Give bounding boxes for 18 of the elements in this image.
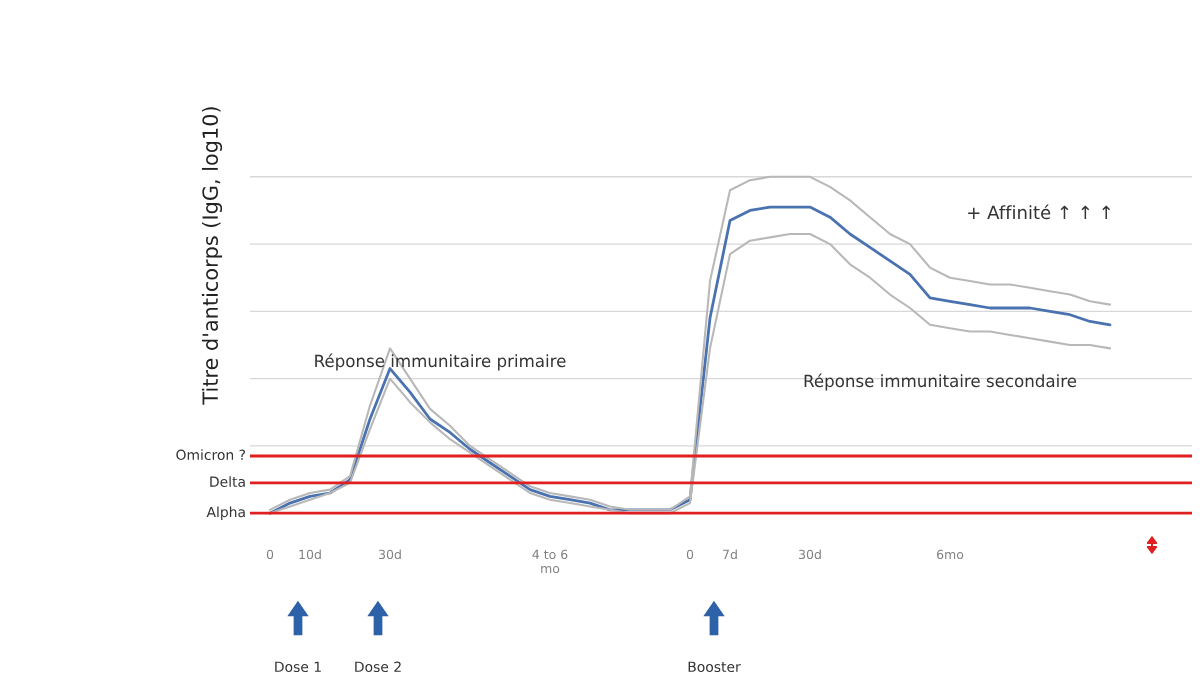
ref-line-label: Delta	[210, 476, 245, 487]
x-tick-label: 0	[686, 549, 694, 560]
ref-line-label: Omicron ?	[176, 449, 246, 461]
x-tick-label: 0	[266, 549, 274, 560]
annotation: + Affinité ↑ ↑ ↑	[968, 204, 1111, 220]
x-tick-label: 10d	[299, 549, 321, 560]
y-axis-title: Titre d'anticorps (IgG, log10)	[201, 107, 223, 405]
annotation: Réponse immunitaire primaire	[315, 353, 566, 371]
text: Dose 2	[355, 661, 401, 673]
text: Booster	[688, 661, 741, 673]
ref-line-label: Alpha	[206, 506, 245, 520]
text: Dose 1	[275, 661, 321, 673]
annotation: Réponse immunitaire secondaire	[804, 373, 1077, 391]
x-tick-label: 4 to 6 mo	[532, 549, 568, 574]
x-tick-label: 30d	[799, 549, 821, 560]
x-tick-label: 30d	[379, 549, 401, 560]
x-tick-label: 7d	[723, 549, 737, 560]
x-tick-label: 6mo	[936, 549, 964, 560]
